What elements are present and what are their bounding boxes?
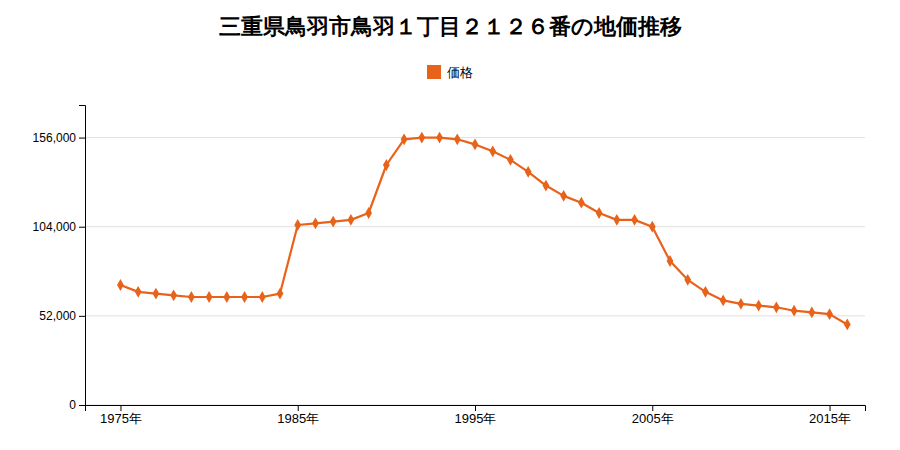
y-axis: 0 52,000 104,000 156,000	[33, 106, 86, 413]
grid	[85, 138, 865, 405]
marker	[773, 301, 780, 313]
marker	[436, 132, 443, 144]
x-tick-mark	[475, 405, 476, 411]
chart: 三重県鳥羽市鳥羽１丁目２１２６番の地価推移 1975年 1985年 1995年 2005…	[0, 0, 900, 450]
title: 三重県鳥羽市鳥羽１丁目２１２６番の地価推移	[219, 14, 682, 39]
y-grid-line	[85, 137, 865, 138]
y-tick-label: 0	[69, 398, 76, 412]
marker	[525, 166, 532, 178]
marker	[153, 288, 160, 300]
marker	[117, 279, 124, 291]
marker	[543, 180, 550, 192]
marker	[596, 207, 603, 219]
marker	[135, 286, 142, 298]
x-tick: 1975年	[100, 405, 142, 426]
legend-item: 価格	[427, 65, 473, 80]
line	[120, 138, 847, 325]
x-tick-mark	[652, 405, 653, 411]
marker	[188, 291, 195, 303]
x-tick-label: 1985年	[277, 411, 319, 426]
marker	[826, 308, 833, 320]
marker	[667, 255, 674, 267]
x-axis: 1975年 1985年 1995年 2005年 2015年	[86, 405, 866, 426]
y-axis-line	[79, 106, 86, 406]
marker	[259, 291, 266, 303]
y-tick: 104,000	[33, 220, 85, 234]
marker	[223, 291, 230, 303]
marker	[702, 286, 709, 298]
y-tick: 0	[69, 398, 85, 412]
marker	[738, 298, 745, 310]
y-tick: 52,000	[39, 309, 85, 323]
x-tick: 1995年	[455, 405, 497, 426]
marker	[472, 139, 479, 151]
marker	[791, 305, 798, 317]
marker	[241, 291, 248, 303]
legend-label: 価格	[447, 65, 473, 80]
marker	[560, 190, 567, 202]
marker	[170, 289, 177, 301]
marker	[578, 197, 585, 209]
marker	[277, 288, 284, 300]
marker	[684, 274, 691, 286]
marker	[383, 159, 390, 171]
marker	[613, 214, 620, 226]
legend: 価格	[427, 65, 473, 80]
y-tick-mark	[79, 138, 85, 139]
legend-swatch	[427, 65, 441, 79]
x-tick-label: 1975年	[100, 411, 142, 426]
x-tick: 2015年	[809, 405, 851, 426]
x-tick-mark	[120, 405, 121, 411]
marker	[348, 214, 355, 226]
x-tick: 2005年	[632, 405, 674, 426]
plot-area	[117, 132, 851, 331]
marker	[294, 219, 301, 231]
x-tick: 1985年	[277, 405, 319, 426]
x-tick-mark	[298, 405, 299, 411]
marker	[808, 307, 815, 319]
x-tick-label: 2015年	[809, 411, 851, 426]
y-tick-mark	[79, 316, 85, 317]
y-tick-label: 52,000	[39, 309, 76, 323]
y-tick-label: 156,000	[33, 131, 77, 145]
y-tick-mark	[79, 227, 85, 228]
marker	[418, 132, 425, 144]
marker	[330, 216, 337, 228]
marker	[312, 217, 319, 229]
marker	[489, 145, 496, 157]
y-tick: 156,000	[33, 131, 85, 145]
y-tick-label: 104,000	[33, 220, 77, 234]
y-grid-line	[85, 315, 865, 316]
marker	[507, 154, 514, 166]
marker	[365, 207, 372, 219]
marker	[631, 214, 638, 226]
x-axis-line	[86, 406, 866, 412]
x-tick-label: 1995年	[455, 411, 497, 426]
y-grid-line	[85, 226, 865, 227]
marker	[454, 133, 461, 145]
marker	[844, 319, 851, 331]
x-tick-label: 2005年	[632, 411, 674, 426]
y-tick-mark	[79, 405, 85, 406]
marker	[649, 221, 656, 233]
marker	[755, 300, 762, 312]
x-tick-mark	[830, 405, 831, 411]
marker	[206, 291, 213, 303]
marker	[401, 133, 408, 145]
marker	[720, 295, 727, 307]
